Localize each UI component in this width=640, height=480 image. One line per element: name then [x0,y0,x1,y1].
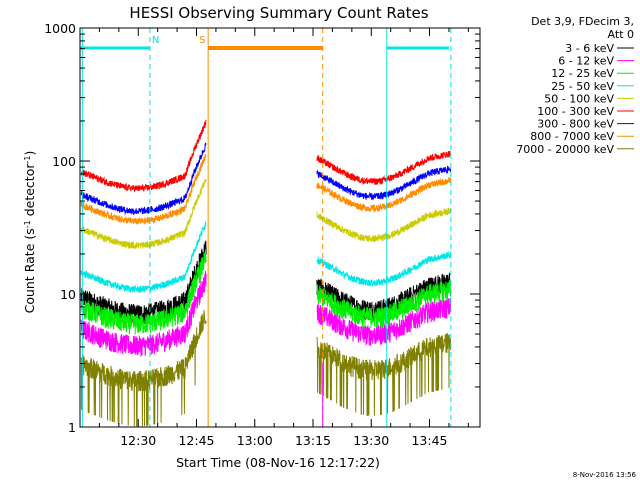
series-line-8 [316,333,452,416]
flag-label: N [152,35,159,46]
series-line-1 [80,271,207,357]
series-line-7 [80,153,207,225]
x-tick-label: 12:30 [120,433,156,448]
x-tick-label: 12:45 [178,433,214,448]
series-line-5 [316,150,452,185]
series-line-3 [80,221,207,295]
plot-frame [79,27,481,428]
series-6 [80,142,452,216]
series-1 [80,271,452,357]
series-line-6 [80,142,207,216]
x-tick-label: 13:00 [237,433,273,448]
series-line-0 [316,272,452,323]
series-7 [80,153,452,225]
chart-title: HESSI Observing Summary Count Rates [129,4,428,22]
series-3 [80,221,452,295]
legend-entry-label: 25 - 50 keV [551,80,614,93]
flag-label: S [199,35,205,46]
timestamp: 8-Nov-2016 13:56 [573,471,637,479]
series-line-6 [316,165,452,200]
x-axis: 12:30 12:45 13:00 13:15 13:30 13:45 [98,28,469,448]
legend-entry-label: 800 - 7000 keV [530,130,614,143]
legend-entry-label: 6 - 12 keV [558,55,614,68]
series-line-4 [316,207,452,243]
legend-entry-label: 12 - 25 keV [551,67,614,80]
y-axis-label: Count Rate (s-1 detector-1) [22,151,37,314]
series-2 [80,249,452,335]
legend-entry-label: 50 - 100 keV [544,92,614,105]
x-tick-label: 13:45 [411,433,447,448]
series-line-1 [316,298,452,346]
series-line-5 [80,120,207,192]
y-tick-label: 100 [52,154,76,169]
x-tick-label: 13:30 [353,433,389,448]
legend-header-1: Det 3,9, FDecim 3, [531,15,634,28]
series-line-3 [316,250,452,287]
y-tick-label: 1000 [44,21,76,36]
x-axis-label: Start Time (08-Nov-16 12:17:22) [176,455,380,470]
series-line-7 [316,176,452,213]
legend-header-2: Att 0 [608,28,634,41]
x-tick-label: 13:15 [295,433,331,448]
y-axis: 1 10 100 1000 [44,21,480,435]
legend-entry-label: 7000 - 20000 keV [516,143,614,156]
series-line-8 [80,310,207,427]
legend-entry-label: 300 - 800 keV [537,118,614,131]
series-line-2 [80,249,207,335]
series-5 [80,120,452,192]
series-line-4 [80,179,207,250]
series-4 [80,179,452,250]
legend-entry-label: 3 - 6 keV [565,42,614,55]
y-tick-label: 1 [68,420,76,435]
series-line-2 [316,280,452,328]
y-tick-label: 10 [60,287,76,302]
legend-entry-label: 100 - 300 keV [537,105,614,118]
series-8 [80,310,452,427]
